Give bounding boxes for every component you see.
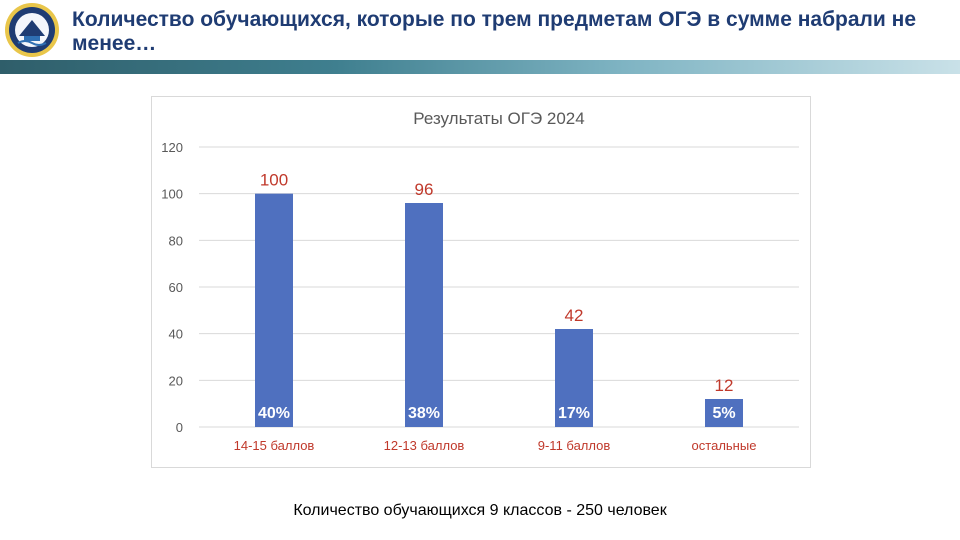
chart-title: Результаты ОГЭ 2024 — [413, 109, 584, 128]
bar — [705, 399, 743, 427]
percent-label: 40% — [258, 405, 290, 422]
x-tick-label: 12-13 баллов — [384, 438, 465, 453]
y-tick-label: 40 — [169, 327, 183, 342]
y-tick-label: 60 — [169, 280, 183, 295]
page-title: Количество обучающихся, которые по трем … — [72, 8, 916, 55]
y-tick-label: 120 — [161, 140, 183, 155]
y-tick-label: 80 — [169, 233, 183, 248]
x-tick-label: 14-15 баллов — [234, 438, 315, 453]
chart-container: Результаты ОГЭ 2024 0 20 40 60 80 100 120 100 40%… — [151, 96, 811, 468]
x-tick-label: 9-11 баллов — [538, 438, 611, 453]
bar — [405, 203, 443, 427]
data-label: 96 — [415, 180, 434, 199]
data-label: 100 — [260, 171, 288, 190]
percent-label: 17% — [558, 405, 590, 422]
data-label: 12 — [715, 376, 734, 395]
school-logo — [4, 2, 60, 58]
data-label: 42 — [565, 306, 584, 325]
bar — [255, 193, 293, 427]
bar — [555, 329, 593, 427]
footer-note: Количество обучающихся 9 классов - 250 ч… — [293, 502, 667, 519]
y-tick-label: 100 — [161, 187, 183, 202]
y-tick-label: 0 — [176, 420, 183, 435]
y-tick-label: 20 — [169, 373, 183, 388]
percent-label: 5% — [712, 405, 735, 422]
x-tick-label: остальные — [692, 438, 757, 453]
header-band — [0, 60, 960, 74]
percent-label: 38% — [408, 405, 440, 422]
bar-chart: Результаты ОГЭ 2024 0 20 40 60 80 100 120 100 40%… — [161, 109, 799, 453]
